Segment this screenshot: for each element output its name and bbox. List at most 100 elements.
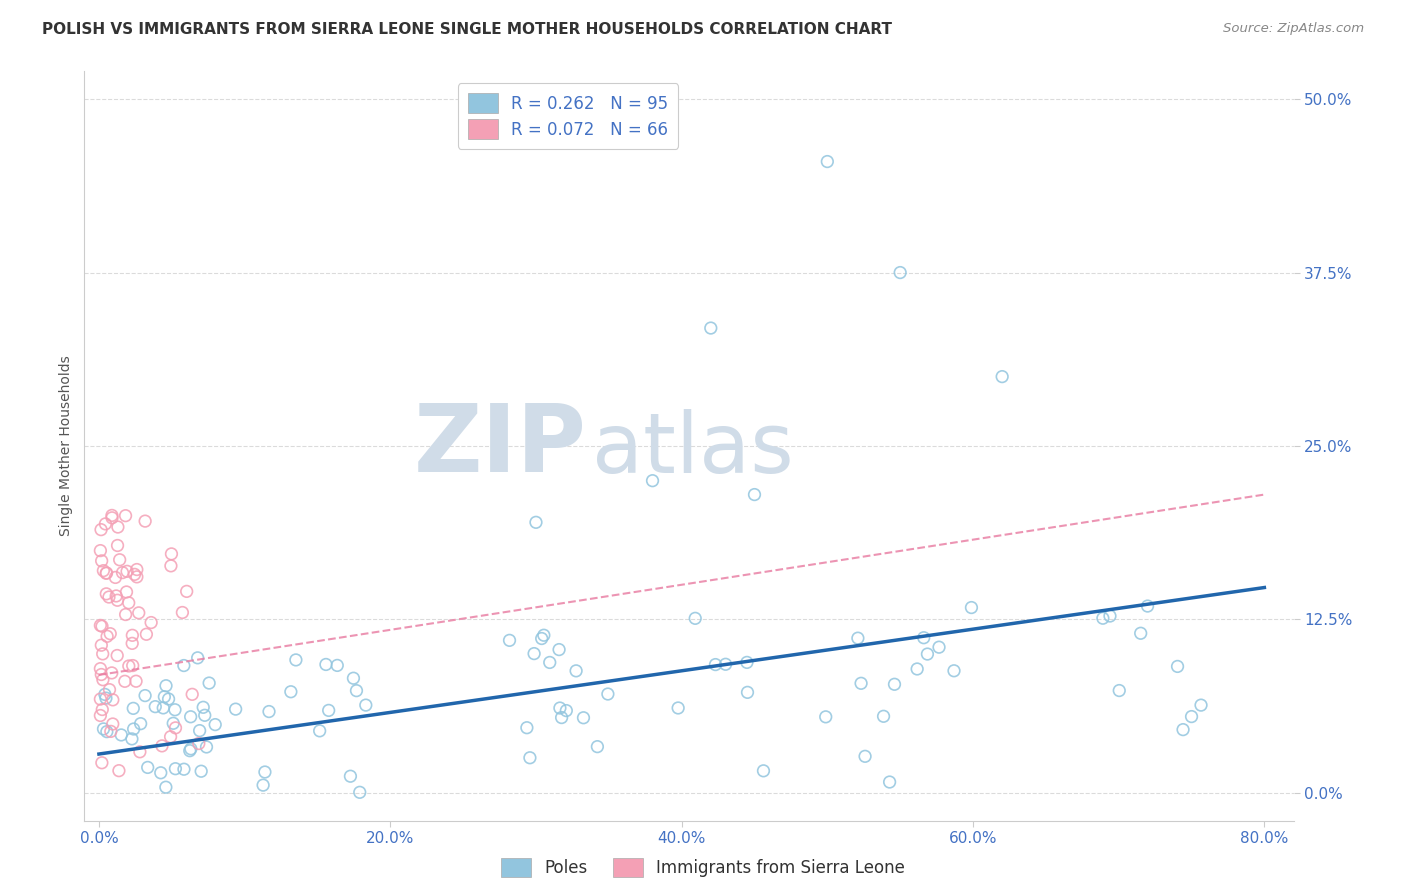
Point [125, 674, 148, 689]
Point [118, 596, 141, 610]
Point [125, 570, 148, 584]
Legend: R = 0.262   N = 95, R = 0.072   N = 66: R = 0.262 N = 95, R = 0.072 N = 66 [458, 84, 678, 149]
Point [905, 662, 928, 676]
Point [121, 636, 143, 650]
Point [96, 566, 118, 580]
Point [737, 685, 759, 699]
Point [1167, 659, 1189, 673]
Point [1189, 698, 1212, 713]
Point [714, 657, 737, 672]
Point [121, 658, 143, 673]
Point [179, 744, 201, 758]
Point [912, 631, 935, 645]
Point [128, 606, 150, 620]
Point [533, 628, 555, 642]
Point [153, 690, 176, 704]
Point [110, 728, 132, 742]
Point [280, 685, 302, 699]
Point [172, 606, 194, 620]
Point [318, 703, 340, 717]
Point [943, 664, 966, 678]
Point [700, 321, 723, 335]
Point [883, 677, 905, 691]
Point [135, 627, 157, 641]
Point [846, 631, 869, 645]
Point [152, 701, 174, 715]
Point [548, 701, 571, 715]
Point [744, 487, 766, 501]
Point [114, 508, 136, 523]
Point [187, 737, 209, 751]
Point [101, 511, 124, 525]
Point [165, 721, 187, 735]
Point [150, 739, 173, 753]
Point [666, 701, 689, 715]
Point [89, 662, 111, 676]
Point [91, 619, 114, 633]
Point [122, 722, 145, 736]
Point [1091, 611, 1114, 625]
Point [815, 154, 838, 169]
Point [284, 653, 307, 667]
Point [96, 566, 118, 581]
Point [155, 679, 177, 693]
Point [704, 657, 727, 672]
Text: atlas: atlas [592, 409, 794, 491]
Point [349, 785, 371, 799]
Point [596, 687, 619, 701]
Point [252, 778, 274, 792]
Point [100, 665, 122, 680]
Point [124, 567, 146, 582]
Point [100, 724, 122, 739]
Point [572, 711, 595, 725]
Point [139, 615, 162, 630]
Point [165, 762, 187, 776]
Point [257, 705, 280, 719]
Point [872, 709, 894, 723]
Point [128, 745, 150, 759]
Point [157, 692, 180, 706]
Point [853, 749, 876, 764]
Point [346, 683, 368, 698]
Point [90, 667, 112, 681]
Point [89, 543, 111, 558]
Point [94, 516, 117, 531]
Point [101, 717, 124, 731]
Point [917, 647, 939, 661]
Point [121, 731, 143, 746]
Point [108, 764, 131, 778]
Point [524, 516, 547, 530]
Legend: Poles, Immigrants from Sierra Leone: Poles, Immigrants from Sierra Leone [495, 851, 911, 884]
Point [134, 689, 156, 703]
Point [163, 703, 186, 717]
Point [1180, 709, 1202, 723]
Point [94, 687, 117, 701]
Point [315, 657, 337, 672]
Point [122, 701, 145, 715]
Point [188, 723, 211, 738]
Point [105, 589, 128, 603]
Point [187, 650, 209, 665]
Point [735, 656, 758, 670]
Point [105, 593, 128, 607]
Point [194, 708, 217, 723]
Point [1098, 609, 1121, 624]
Point [90, 523, 112, 537]
Point [143, 699, 166, 714]
Point [586, 739, 609, 754]
Point [354, 698, 377, 712]
Point [190, 764, 212, 779]
Point [516, 721, 538, 735]
Point [91, 647, 114, 661]
Point [326, 658, 349, 673]
Point [96, 587, 118, 601]
Point [1171, 723, 1194, 737]
Point [118, 659, 141, 673]
Point [107, 520, 129, 534]
Point [960, 600, 983, 615]
Point [121, 628, 143, 642]
Point [160, 558, 183, 573]
Point [101, 508, 124, 523]
Point [89, 692, 111, 706]
Point [90, 756, 112, 770]
